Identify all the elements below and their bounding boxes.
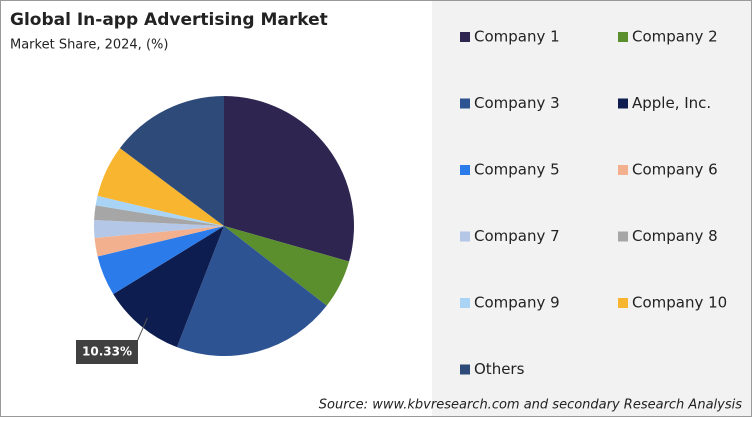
pie-slice <box>94 205 225 226</box>
legend-label: Company 1 <box>474 28 560 46</box>
legend-label: Company 9 <box>474 294 560 312</box>
legend-label: Apple, Inc. <box>632 94 711 112</box>
pie-slice <box>119 96 224 226</box>
chart-subtitle: Market Share, 2024, (%) <box>10 38 168 53</box>
legend-label: Company 6 <box>632 161 718 179</box>
pie-slice <box>94 220 224 238</box>
legend-label: Company 5 <box>474 161 560 179</box>
legend-label: Company 8 <box>632 227 718 245</box>
legend-panel <box>432 0 752 417</box>
pie-slice <box>97 148 224 226</box>
chart-title: Global In-app Advertising Market <box>10 10 328 30</box>
data-label: 10.33% <box>82 345 132 359</box>
source: Source: www.kbvresearch.com and secondar… <box>319 398 742 413</box>
legend-label: Company 2 <box>632 28 718 46</box>
pie-slice <box>113 226 224 348</box>
legend-label: Company 7 <box>474 227 560 245</box>
legend-swatch <box>618 231 628 242</box>
legend-swatch <box>460 32 470 42</box>
legend-swatch <box>460 298 470 308</box>
pie-slice <box>224 226 350 306</box>
pie-slice <box>224 96 354 262</box>
legend-swatch <box>460 98 470 109</box>
leader-line <box>135 317 148 345</box>
pie-slice <box>97 226 224 295</box>
pie-slice <box>94 226 225 257</box>
legend-label: Company 10 <box>632 294 727 312</box>
pie-slice <box>176 226 327 356</box>
legend-swatch <box>460 231 470 242</box>
legend-swatch <box>618 32 628 42</box>
label-box <box>76 340 138 364</box>
pie-slice <box>95 195 225 226</box>
legend-swatch <box>460 165 470 175</box>
legend-swatch <box>618 98 628 109</box>
legend-swatch <box>618 165 628 175</box>
legend-label: Company 3 <box>474 94 560 112</box>
legend-swatch <box>460 364 470 375</box>
legend-swatch <box>618 298 628 308</box>
legend-label: Others <box>474 360 525 378</box>
